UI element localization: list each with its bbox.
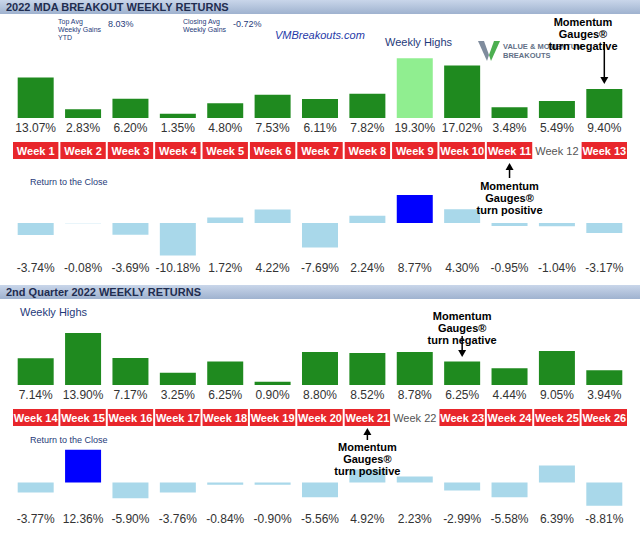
svg-text:-0.84%: -0.84%: [206, 512, 244, 526]
svg-text:7.53%: 7.53%: [256, 121, 290, 135]
svg-text:Week 23: Week 23: [440, 412, 484, 424]
html-text:-0.72%: -0.72%: [233, 19, 262, 29]
svg-text:6.39%: 6.39%: [540, 512, 574, 526]
svg-text:-8.81%: -8.81%: [585, 512, 623, 526]
svg-text:-0.95%: -0.95%: [491, 261, 529, 275]
svg-text:4.92%: 4.92%: [350, 512, 384, 526]
svg-text:Week 21: Week 21: [345, 412, 389, 424]
svg-text:3.48%: 3.48%: [493, 121, 527, 135]
html-text:Momentum Gauges®: Momentum Gauges®: [338, 441, 397, 465]
svg-text:12.36%: 12.36%: [63, 512, 104, 526]
html-text:turn positive: turn positive: [334, 465, 401, 477]
html-text:8.03%: 8.03%: [108, 19, 134, 29]
html-text:turn positive: turn positive: [476, 204, 543, 216]
svg-text:1.72%: 1.72%: [208, 261, 242, 275]
svg-text:9.40%: 9.40%: [587, 121, 621, 135]
svg-text:Week 24: Week 24: [488, 412, 533, 424]
svg-text:Week 25: Week 25: [535, 412, 579, 424]
svg-text:-3.77%: -3.77%: [17, 512, 55, 526]
svg-text:13.07%: 13.07%: [15, 121, 56, 135]
svg-text:8.78%: 8.78%: [398, 388, 432, 402]
svg-text:-5.90%: -5.90%: [111, 512, 149, 526]
svg-text:6.11%: 6.11%: [303, 121, 336, 135]
svg-text:-7.69%: -7.69%: [301, 261, 339, 275]
html-text:turn negative: turn negative: [548, 40, 618, 52]
svg-text:13.90%: 13.90%: [63, 388, 104, 402]
svg-text:5.49%: 5.49%: [540, 121, 574, 135]
svg-text:9.05%: 9.05%: [540, 388, 574, 402]
html-text:2nd Quarter 2022 WEEKLY RETURN: 2nd Quarter 2022 WEEKLY RETURNS: [6, 286, 201, 298]
svg-text:Week 14: Week 14: [14, 412, 59, 424]
svg-text:6.25%: 6.25%: [208, 388, 242, 402]
svg-text:2.24%: 2.24%: [350, 261, 384, 275]
html-text:turn negative: turn negative: [427, 334, 497, 346]
svg-text:Week 2: Week 2: [64, 145, 102, 157]
svg-text:-10.18%: -10.18%: [155, 261, 200, 275]
svg-text:Week 4: Week 4: [159, 145, 198, 157]
svg-text:-0.08%: -0.08%: [64, 261, 102, 275]
svg-text:8.80%: 8.80%: [303, 388, 337, 402]
svg-text:Week 16: Week 16: [109, 412, 153, 424]
svg-text:2.83%: 2.83%: [66, 121, 100, 135]
svg-text:4.30%: 4.30%: [445, 261, 479, 275]
svg-text:7.17%: 7.17%: [113, 388, 147, 402]
svg-text:Week 15: Week 15: [61, 412, 105, 424]
html-text:Top Avg Weekly Gains YTD: Top Avg Weekly Gains YTD: [58, 18, 102, 41]
html-text:Weekly Highs: Weekly Highs: [385, 36, 452, 48]
svg-text:-5.56%: -5.56%: [301, 512, 339, 526]
html-text:Momentum Gauges®: Momentum Gauges®: [480, 180, 539, 204]
svg-text:Week 9: Week 9: [396, 145, 434, 157]
svg-text:-1.04%: -1.04%: [538, 261, 576, 275]
html-text:Weekly Highs: Weekly Highs: [20, 306, 87, 318]
html-text:VALUE & MOMENTUM BREAKOUTS: VALUE & MOMENTUM BREAKOUTS: [503, 42, 583, 60]
html-text:VMBreakouts.com: VMBreakouts.com: [275, 29, 365, 41]
svg-text:0.90%: 0.90%: [256, 388, 290, 402]
svg-text:6.20%: 6.20%: [113, 121, 147, 135]
svg-text:4.22%: 4.22%: [256, 261, 290, 275]
svg-text:3.94%: 3.94%: [587, 388, 621, 402]
svg-text:4.44%: 4.44%: [493, 388, 527, 402]
svg-text:6.25%: 6.25%: [445, 388, 479, 402]
svg-text:2.23%: 2.23%: [398, 512, 432, 526]
svg-text:-3.17%: -3.17%: [585, 261, 623, 275]
html-text:Momentum Gauges®: Momentum Gauges®: [553, 16, 613, 40]
svg-text:Week 5: Week 5: [206, 145, 244, 157]
svg-text:-3.69%: -3.69%: [111, 261, 149, 275]
svg-text:-2.99%: -2.99%: [443, 512, 481, 526]
svg-text:Week 3: Week 3: [112, 145, 150, 157]
svg-text:Week 7: Week 7: [301, 145, 339, 157]
svg-text:Week 18: Week 18: [203, 412, 247, 424]
svg-text:Week 20: Week 20: [298, 412, 342, 424]
html-text:Closing Avg Weekly Gains: Closing Avg Weekly Gains: [183, 18, 227, 33]
svg-text:3.25%: 3.25%: [161, 388, 195, 402]
svg-text:Week 1: Week 1: [17, 145, 55, 157]
svg-text:Week 13: Week 13: [582, 145, 626, 157]
html-text:Momentum Gauges®: Momentum Gauges®: [432, 310, 492, 334]
svg-text:Week 8: Week 8: [349, 145, 387, 157]
svg-text:Week 11: Week 11: [488, 145, 531, 157]
svg-text:Week 22: Week 22: [393, 412, 436, 424]
svg-text:7.82%: 7.82%: [350, 121, 384, 135]
svg-text:17.02%: 17.02%: [442, 121, 483, 135]
svg-text:-3.76%: -3.76%: [159, 512, 197, 526]
svg-text:Week 6: Week 6: [254, 145, 292, 157]
svg-text:7.14%: 7.14%: [19, 388, 53, 402]
html-text:2022 MDA BREAKOUT WEEKLY RETUR: 2022 MDA BREAKOUT WEEKLY RETURNS: [6, 1, 229, 13]
svg-text:Week 19: Week 19: [251, 412, 295, 424]
svg-text:-0.90%: -0.90%: [254, 512, 292, 526]
svg-text:Week 26: Week 26: [582, 412, 626, 424]
html-text:Return to the Close: Return to the Close: [30, 435, 108, 445]
svg-text:8.77%: 8.77%: [398, 261, 432, 275]
svg-text:Week 10: Week 10: [440, 145, 484, 157]
svg-text:-5.58%: -5.58%: [491, 512, 529, 526]
svg-text:1.35%: 1.35%: [161, 121, 195, 135]
svg-text:4.80%: 4.80%: [208, 121, 242, 135]
svg-text:Week 12: Week 12: [535, 145, 578, 157]
svg-text:19.30%: 19.30%: [394, 121, 435, 135]
svg-text:-3.74%: -3.74%: [17, 261, 55, 275]
svg-text:Week 17: Week 17: [156, 412, 200, 424]
html-text:Return to the Close: Return to the Close: [30, 177, 108, 187]
svg-text:8.52%: 8.52%: [350, 388, 384, 402]
